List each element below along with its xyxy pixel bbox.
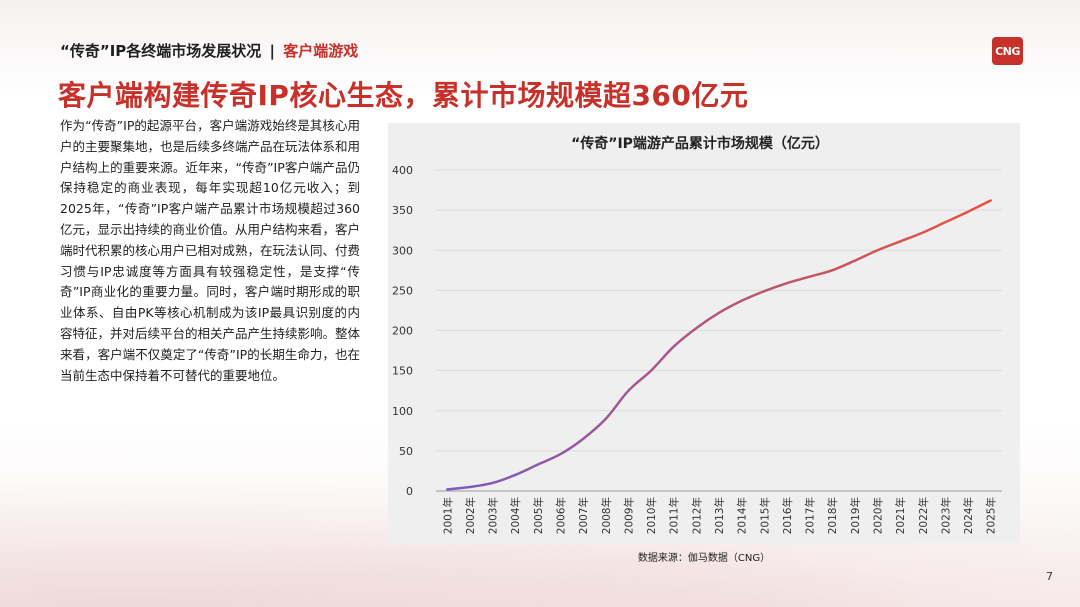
x-tick-label: 2025年 — [985, 497, 998, 534]
x-tick-label: 2013年 — [713, 497, 726, 534]
x-tick-label: 2018年 — [826, 497, 839, 534]
x-tick-label: 2009年 — [622, 497, 635, 534]
x-tick-label: 2002年 — [464, 497, 477, 534]
x-tick-label: 2001年 — [441, 497, 454, 534]
y-tick-label: 200 — [392, 325, 413, 338]
y-tick-label: 150 — [392, 365, 413, 378]
x-axis: 2001年 2002年 2003年 2004年 2005年 2006年 2007年 2008年… — [441, 497, 997, 534]
x-tick-label: 2008年 — [600, 497, 613, 534]
y-tick-label: 50 — [399, 445, 413, 458]
x-tick-label: 2012年 — [690, 497, 703, 534]
x-tick-label: 2014年 — [736, 497, 749, 534]
x-tick-label: 2006年 — [555, 497, 568, 534]
header-separator: | — [269, 42, 276, 60]
x-tick-label: 2015年 — [758, 497, 771, 534]
x-tick-label: 2019年 — [849, 497, 862, 534]
x-tick-label: 2024年 — [962, 497, 975, 534]
chart-title: “传奇”IP端游产品累计市场规模（亿元） — [571, 135, 829, 152]
y-axis: 0 50 100 150 200 250 300 350 400 — [392, 164, 413, 498]
x-tick-label: 2017年 — [804, 497, 817, 534]
page-headline: 客户端构建传奇IP核心生态，累计市场规模超360亿元 — [58, 79, 749, 112]
source-note: 数据来源：伽马数据（CNG） — [637, 553, 771, 564]
x-tick-label: 2016年 — [781, 497, 794, 534]
series-line — [446, 199, 992, 491]
y-tick-label: 0 — [406, 485, 413, 498]
section-title: “传奇”IP各终端市场发展状况 — [60, 42, 262, 60]
y-tick-label: 100 — [392, 405, 413, 418]
line-chart: “传奇”IP端游产品累计市场规模（亿元） 0 50 100 150 200 250 300 3… — [392, 135, 1002, 534]
x-tick-label: 2022年 — [917, 497, 930, 534]
x-tick-label: 2021年 — [894, 497, 907, 534]
gridlines — [436, 169, 1002, 492]
x-tick-label: 2005年 — [532, 497, 545, 534]
y-tick-label: 250 — [392, 284, 413, 297]
x-tick-label: 2007年 — [577, 497, 590, 534]
x-tick-label: 2011年 — [668, 497, 681, 534]
section-header: “传奇”IP各终端市场发展状况 | 客户端游戏 — [60, 40, 358, 61]
x-tick-label: 2004年 — [509, 497, 522, 534]
x-tick-label: 2003年 — [487, 497, 500, 534]
x-tick-label: 2020年 — [871, 497, 884, 534]
y-tick-label: 300 — [392, 244, 413, 257]
subsection-title: 客户端游戏 — [283, 42, 359, 60]
cng-logo: CNG — [992, 37, 1023, 65]
body-paragraph: 作为“传奇”IP的起源平台，客户端游戏始终是其核心用户的主要聚集地，也是后续多终… — [60, 118, 361, 383]
page-number: 7 — [1046, 570, 1053, 583]
y-tick-label: 400 — [392, 164, 413, 177]
y-tick-label: 350 — [392, 204, 413, 217]
x-tick-label: 2010年 — [645, 497, 658, 534]
chart-panel: “传奇”IP端游产品累计市场规模（亿元） 0 50 100 150 200 250 300 3… — [388, 123, 1020, 543]
x-tick-label: 2023年 — [939, 497, 952, 534]
